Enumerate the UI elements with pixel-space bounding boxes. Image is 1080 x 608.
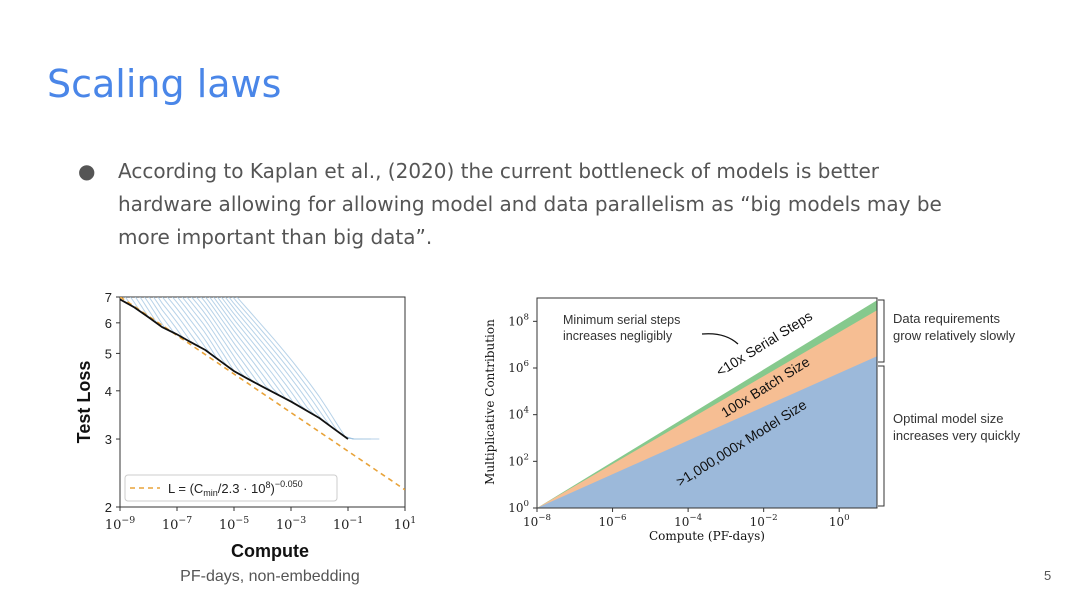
chart2-x-tick-label-exp: −4 xyxy=(689,513,702,523)
chart2-y-tick-label-exp: 0 xyxy=(524,499,530,509)
chart2-y-tick-label-base: 10 xyxy=(508,501,523,515)
chart1-x-axis-sublabel: PF-days, non-embedding xyxy=(180,568,360,585)
chart1-x-tick-label-exp: −7 xyxy=(178,515,192,526)
model-note-line1: Optimal model size xyxy=(893,411,1004,426)
model-note-line2: increases very quickly xyxy=(893,428,1021,443)
legend-formula-sup: 8 xyxy=(266,480,271,490)
slide-title: Scaling laws xyxy=(47,62,282,106)
legend-formula-mid: /2.3 · 10 xyxy=(218,481,266,496)
chart2-x-tick-label-exp: −8 xyxy=(538,513,551,523)
legend-formula-end: ) xyxy=(271,481,275,496)
training-run-line xyxy=(224,297,354,440)
chart1-y-ticks: 2 3 4 5 6 7 xyxy=(105,290,120,515)
chart2-x-tick-label-base: 10 xyxy=(829,515,844,529)
chart1-x-tick-label: 101 xyxy=(394,515,417,533)
chart2-y-tick-label: 102 xyxy=(508,452,529,468)
training-run-line xyxy=(220,297,346,438)
chart1-x-tick-label: 10−9 xyxy=(105,515,135,533)
training-run-line xyxy=(216,297,337,432)
chart1-x-tick-label-base: 10 xyxy=(162,518,179,533)
chart2-y-tick-label: 106 xyxy=(508,359,529,375)
chart1-x-tick-label: 10−5 xyxy=(219,515,249,533)
legend-formula-exp: −0.050 xyxy=(275,479,303,489)
training-run-line xyxy=(228,297,363,440)
chart1-x-tick-label-exp: −9 xyxy=(121,515,135,526)
chart1-x-tick-label-exp: −3 xyxy=(292,515,306,526)
training-run-line xyxy=(232,297,371,440)
chart1-x-ticks: 10−9 10−7 10−5 10−3 10−1 101 xyxy=(105,507,416,533)
chart2-x-ticks: 10−8 10−6 10−4 10−2 100 xyxy=(523,508,850,529)
chart1-y-tick-label: 4 xyxy=(105,384,112,399)
chart2-x-tick-label-base: 10 xyxy=(674,515,689,529)
chart1-x-tick-label-base: 10 xyxy=(394,518,411,533)
chart2-y-tick-label-base: 10 xyxy=(508,361,523,375)
legend-formula-sub: min xyxy=(203,488,218,498)
chart2-y-tick-label: 104 xyxy=(508,406,529,422)
chart1-legend: L = (Cmin/2.3 · 108)−0.050 xyxy=(124,474,338,502)
chart1-x-tick-label-exp: 1 xyxy=(410,515,416,526)
data-bracket xyxy=(878,299,885,363)
chart2-x-tick-label-exp: 0 xyxy=(844,513,850,523)
chart2-x-tick-label-exp: −2 xyxy=(765,513,778,523)
chart1-x-tick-label: 10−1 xyxy=(333,515,363,533)
chart2-y-tick-label-exp: 4 xyxy=(524,406,530,416)
data-note-line2: grow relatively slowly xyxy=(893,328,1016,343)
chart2-y-tick-label: 100 xyxy=(508,499,529,515)
bullet-marker: ● xyxy=(78,159,96,183)
chart1-y-tick-label: 6 xyxy=(105,316,112,331)
chart2-y-tick-label-base: 10 xyxy=(508,314,523,328)
training-run-line xyxy=(236,297,380,440)
chart1-x-tick-label-base: 10 xyxy=(276,518,293,533)
chart1-x-tick-label-base: 10 xyxy=(105,518,122,533)
chart1-x-tick-label: 10−7 xyxy=(162,515,192,533)
chart1-y-tick-label: 3 xyxy=(105,432,112,447)
serial-note-arrow xyxy=(701,333,739,345)
chart2-y-tick-label: 108 xyxy=(508,312,529,328)
svg-text:L = (Cmin/2.3 · 108)−0.050: L = (Cmin/2.3 · 108)−0.050 xyxy=(168,479,303,498)
chart2-x-tick-label: 100 xyxy=(829,513,850,529)
chart2-y-tick-label-exp: 2 xyxy=(524,452,530,462)
data-note-line1: Data requirements xyxy=(893,311,1000,326)
bullet-text: According to Kaplan et al., (2020) the c… xyxy=(118,159,942,249)
chart1-y-tick-label: 2 xyxy=(105,500,112,515)
chart2-x-axis-label: Compute (PF-days) xyxy=(649,529,765,543)
chart1-x-tick-label-base: 10 xyxy=(219,518,236,533)
chart2-x-tick-label: 10−6 xyxy=(599,513,627,529)
chart1-x-axis-label: Compute xyxy=(231,541,309,561)
chart2-x-tick-label: 10−2 xyxy=(750,513,778,529)
chart2-y-tick-label-base: 10 xyxy=(508,408,523,422)
chart2-x-tick-label-base: 10 xyxy=(599,515,614,529)
chart2-y-tick-label-base: 10 xyxy=(508,454,523,468)
page-number: 5 xyxy=(1044,568,1052,583)
chart2-y-tick-label-exp: 6 xyxy=(524,359,530,369)
chart1-x-tick-label-exp: −1 xyxy=(349,515,363,526)
chart2-x-tick-label: 10−8 xyxy=(523,513,551,529)
chart1-y-tick-label: 5 xyxy=(105,346,112,361)
chart2-x-tick-label: 10−4 xyxy=(674,513,703,529)
chart2-y-tick-label-exp: 8 xyxy=(524,312,530,322)
chart2-x-tick-label-base: 10 xyxy=(750,515,765,529)
chart1-x-tick-label-base: 10 xyxy=(333,518,350,533)
serial-note-line2: increases negligibly xyxy=(563,329,673,343)
chart2-x-tick-label-exp: −6 xyxy=(614,513,627,523)
chart2-y-axis-label: Multiplicative Contribution xyxy=(483,319,497,485)
chart1-x-tick-label: 10−3 xyxy=(276,515,306,533)
chart1-y-tick-label: 7 xyxy=(105,290,112,305)
serial-note-line1: Minimum serial steps xyxy=(563,313,680,327)
frontier-line xyxy=(120,298,349,440)
chart2-x-tick-label-base: 10 xyxy=(523,515,538,529)
model-bracket xyxy=(878,365,885,507)
chart1-x-tick-label-exp: −5 xyxy=(235,515,249,526)
legend-formula-prefix: L = (C xyxy=(168,481,203,496)
chart1-y-axis-label: Test Loss xyxy=(74,361,94,444)
